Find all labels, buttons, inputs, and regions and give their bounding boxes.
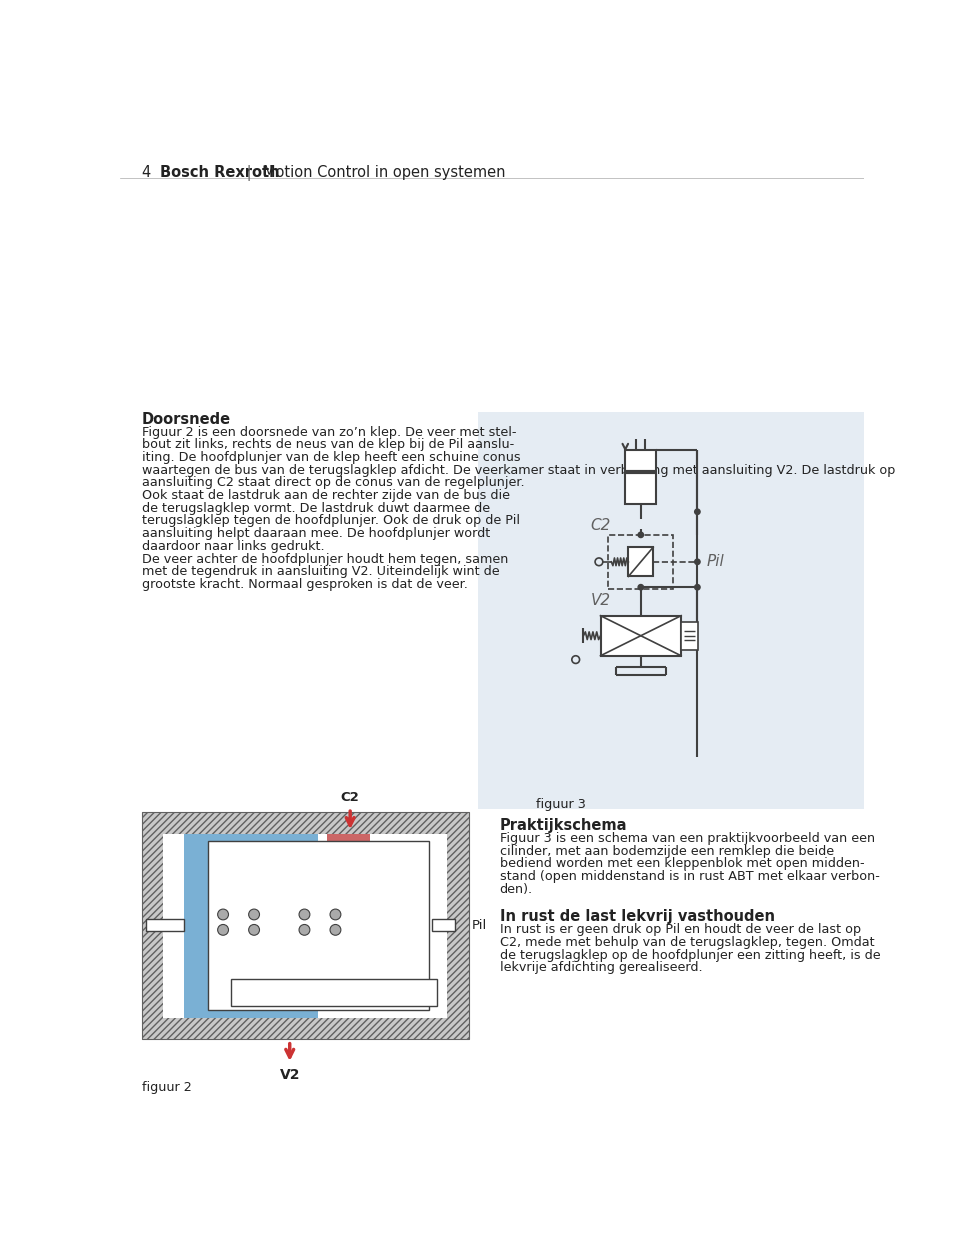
Text: Pil: Pil: [472, 918, 487, 932]
Text: aansluiting C2 staat direct op de conus van de regelplunjer.: aansluiting C2 staat direct op de conus …: [142, 476, 524, 489]
Text: C2: C2: [341, 791, 360, 805]
Text: cilinder, met aan bodemzijde een remklep die beide: cilinder, met aan bodemzijde een remklep…: [500, 844, 834, 858]
Text: iting. De hoofdplunjer van de klep heeft een schuine conus: iting. De hoofdplunjer van de klep heeft…: [142, 451, 520, 464]
Text: figuur 2: figuur 2: [142, 1080, 191, 1094]
Circle shape: [695, 559, 700, 565]
Text: figuur 3: figuur 3: [537, 798, 586, 811]
Bar: [327, 833, 370, 929]
Text: bout zit links, rechts de neus van de klep bij de Pil aanslu-: bout zit links, rechts de neus van de kl…: [142, 439, 514, 451]
Text: daardoor naar links gedrukt.: daardoor naar links gedrukt.: [142, 540, 324, 552]
Bar: [432, 920, 455, 932]
Circle shape: [299, 925, 310, 936]
Text: Figuur 2 is een doorsnede van zo’n klep. De veer met stel-: Figuur 2 is een doorsnede van zo’n klep.…: [142, 425, 516, 439]
Text: lekvrije afdichting gerealiseerd.: lekvrije afdichting gerealiseerd.: [500, 962, 703, 974]
Bar: [142, 812, 468, 1039]
Circle shape: [638, 585, 643, 590]
Bar: [230, 979, 437, 1006]
Circle shape: [695, 585, 700, 590]
Circle shape: [299, 910, 310, 920]
Text: grootste kracht. Normaal gesproken is dat de veer.: grootste kracht. Normaal gesproken is da…: [142, 578, 468, 591]
Text: 4: 4: [142, 166, 151, 180]
Text: Ook staat de lastdruk aan de rechter zijde van de bus die: Ook staat de lastdruk aan de rechter zij…: [142, 489, 510, 502]
Bar: [163, 833, 447, 1017]
Text: Praktijkschema: Praktijkschema: [500, 818, 627, 833]
Text: Bosch Rexroth: Bosch Rexroth: [160, 166, 280, 180]
Circle shape: [330, 925, 341, 936]
Text: In rust is er geen druk op Pil en houdt de veer de last op: In rust is er geen druk op Pil en houdt …: [500, 923, 861, 937]
Bar: [184, 833, 319, 1017]
Text: Motion Control in open systemen: Motion Control in open systemen: [263, 166, 506, 180]
Bar: [625, 450, 657, 504]
Circle shape: [218, 910, 228, 920]
Circle shape: [330, 910, 341, 920]
Text: de terugslagklep op de hoofdplunjer een zitting heeft, is de: de terugslagklep op de hoofdplunjer een …: [500, 949, 880, 962]
Text: stand (open middenstand is in rust ABT met elkaar verbon-: stand (open middenstand is in rust ABT m…: [500, 870, 879, 884]
Text: terugslagklep tegen de hoofdplunjer. Ook de druk op de Pil: terugslagklep tegen de hoofdplunjer. Ook…: [142, 514, 519, 528]
Text: V2: V2: [590, 593, 611, 608]
Text: C2: C2: [590, 518, 611, 533]
Circle shape: [638, 533, 643, 538]
Bar: [601, 616, 681, 656]
Bar: [142, 812, 468, 1039]
Bar: [681, 622, 698, 650]
Text: De veer achter de hoofdplunjer houdt hem tegen, samen: De veer achter de hoofdplunjer houdt hem…: [142, 552, 508, 566]
Circle shape: [249, 925, 259, 936]
Circle shape: [249, 910, 259, 920]
Text: |: |: [243, 166, 256, 182]
Text: de terugslagklep vormt. De lastdruk duwt daarmee de: de terugslagklep vormt. De lastdruk duwt…: [142, 502, 490, 514]
Bar: [609, 535, 673, 588]
Text: aansluiting helpt daaraan mee. De hoofdplunjer wordt: aansluiting helpt daaraan mee. De hoofdp…: [142, 528, 490, 540]
Bar: [146, 920, 184, 932]
Bar: [629, 548, 653, 576]
Text: Pil: Pil: [707, 554, 725, 570]
Text: V2: V2: [279, 1068, 300, 1083]
Polygon shape: [327, 929, 370, 1010]
Text: waartegen de bus van de terugslagklep afdicht. De veerkamer staat in verbinding : waartegen de bus van de terugslagklep af…: [142, 464, 895, 477]
Text: Doorsnede: Doorsnede: [142, 412, 230, 426]
Text: Figuur 3 is een schema van een praktijkvoorbeeld van een: Figuur 3 is een schema van een praktijkv…: [500, 832, 875, 845]
Circle shape: [695, 509, 700, 514]
Bar: [207, 842, 429, 1010]
Text: C2, mede met behulp van de terugslagklep, tegen. Omdat: C2, mede met behulp van de terugslagklep…: [500, 936, 875, 949]
Bar: [478, 412, 864, 810]
Text: den).: den).: [500, 883, 533, 896]
Text: met de tegendruk in aansluiting V2. Uiteindelijk wint de: met de tegendruk in aansluiting V2. Uite…: [142, 565, 499, 578]
Text: In rust de last lekvrij vasthouden: In rust de last lekvrij vasthouden: [500, 910, 775, 925]
Text: bediend worden met een kleppenblok met open midden-: bediend worden met een kleppenblok met o…: [500, 858, 864, 870]
Circle shape: [218, 925, 228, 936]
